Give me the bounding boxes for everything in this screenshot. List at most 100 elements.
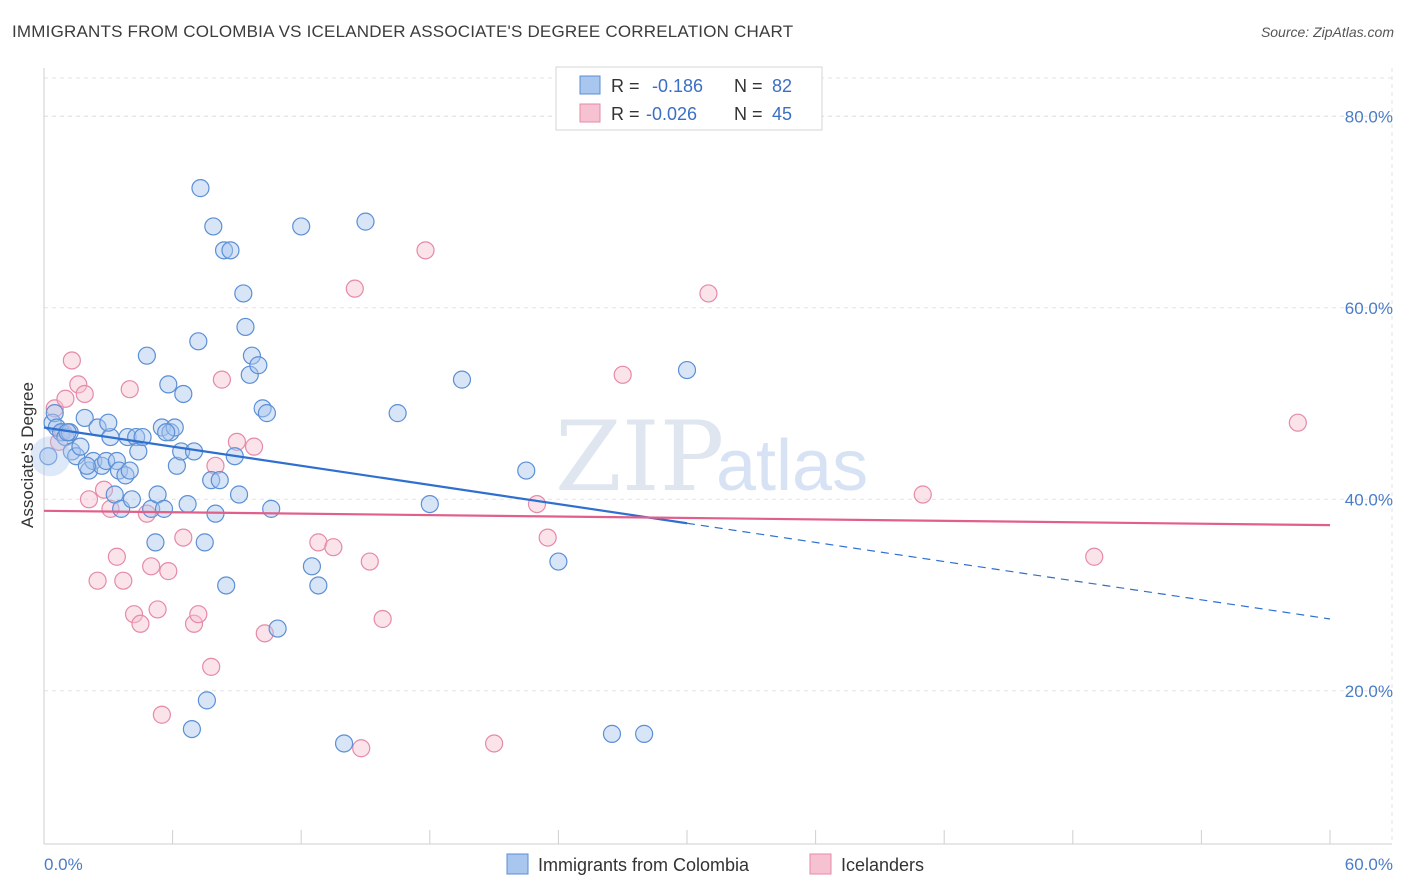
point-icelanders xyxy=(69,375,88,394)
point-colombia xyxy=(262,499,281,518)
chart-source: Source: ZipAtlas.com xyxy=(1260,24,1394,40)
point-icelanders xyxy=(352,739,371,758)
point-colombia xyxy=(178,494,197,514)
y-axis-title: Associate's Degree xyxy=(18,382,37,528)
point-colombia xyxy=(517,461,536,480)
point-icelanders xyxy=(202,657,221,676)
point-icelanders xyxy=(309,533,328,552)
legend-r-value: -0.186 xyxy=(652,76,703,96)
point-icelanders xyxy=(107,547,126,566)
point-icelanders xyxy=(244,437,264,456)
point-colombia xyxy=(242,346,262,365)
point-icelanders xyxy=(913,485,932,504)
point-icelanders xyxy=(373,609,392,629)
point-colombia xyxy=(249,356,268,375)
legend-swatch-colombia xyxy=(579,75,601,95)
point-colombia xyxy=(174,384,193,404)
point-icelanders xyxy=(1288,413,1307,432)
point-colombia xyxy=(182,719,201,739)
point-icelanders xyxy=(324,538,343,557)
y-tick-label: 20.0% xyxy=(1345,682,1393,701)
point-icelanders xyxy=(88,571,107,590)
y-tick-label: 80.0% xyxy=(1345,107,1393,126)
point-colombia xyxy=(129,442,148,461)
trend-lines xyxy=(43,426,1331,620)
point-icelanders xyxy=(62,351,81,370)
trend-line-colombia-extension xyxy=(686,522,1331,620)
series-legend-label-colombia: Immigrants from Colombia xyxy=(538,855,750,875)
point-colombia xyxy=(191,179,210,198)
point-icelanders xyxy=(227,432,246,451)
point-colombia xyxy=(167,456,186,475)
point-icelanders xyxy=(527,494,547,514)
legend-r-label: R = xyxy=(611,76,640,96)
point-icelanders xyxy=(212,370,231,389)
point-colombia xyxy=(334,734,354,753)
point-icelanders xyxy=(416,241,435,260)
point-colombia xyxy=(189,332,208,351)
point-icelanders xyxy=(613,365,632,384)
point-colombia xyxy=(77,456,96,475)
point-colombia xyxy=(635,724,654,743)
series-legend-swatch-colombia xyxy=(506,853,529,875)
point-icelanders xyxy=(101,499,120,518)
point-colombia xyxy=(197,691,216,710)
point-colombia xyxy=(257,404,277,423)
point-icelanders xyxy=(184,614,204,633)
point-colombia xyxy=(236,317,255,337)
point-colombia xyxy=(356,212,375,231)
point-colombia xyxy=(221,241,240,260)
series-legend: Immigrants from Colombia Icelanders xyxy=(506,853,924,875)
legend-n-label: N = xyxy=(734,76,763,96)
point-colombia xyxy=(154,499,174,518)
point-icelanders xyxy=(699,284,718,303)
point-colombia-cluster xyxy=(30,436,71,477)
point-colombia xyxy=(157,423,176,442)
point-icelanders xyxy=(485,734,504,753)
legend-n-label: N = xyxy=(734,104,763,124)
watermark: ZIP atlas xyxy=(555,401,868,513)
watermark-atlas: atlas xyxy=(716,426,868,506)
point-icelanders xyxy=(538,528,557,547)
point-colombia xyxy=(99,413,118,432)
point-colombia xyxy=(137,346,156,365)
legend-n-value: 45 xyxy=(772,104,792,124)
chart-title: IMMIGRANTS FROM COLOMBIA VS ICELANDER AS… xyxy=(12,22,794,41)
point-colombia xyxy=(210,471,229,490)
point-colombia xyxy=(452,370,472,389)
legend-n-value: 82 xyxy=(772,76,792,96)
point-icelanders xyxy=(79,490,99,509)
point-icelanders xyxy=(120,380,139,399)
point-colombia xyxy=(217,576,236,595)
point-colombia xyxy=(214,241,234,260)
point-colombia xyxy=(234,284,253,303)
legend-swatch-icelanders xyxy=(579,103,601,123)
point-colombia xyxy=(268,619,287,638)
point-colombia xyxy=(204,217,223,236)
x-tick-label: 60.0% xyxy=(1345,855,1393,874)
point-colombia xyxy=(309,576,328,595)
legend-r-value: -0.026 xyxy=(646,104,697,124)
y-tick-label: 60.0% xyxy=(1345,299,1393,318)
point-colombia xyxy=(120,461,139,480)
point-colombia xyxy=(549,552,568,571)
legend-r-label: R = xyxy=(611,104,640,124)
point-icelanders xyxy=(152,705,171,724)
point-colombia xyxy=(677,360,697,380)
point-colombia xyxy=(45,404,64,423)
watermark-zip: ZIP xyxy=(555,401,724,513)
trend-line-colombia xyxy=(43,426,688,525)
y-tick-label: 40.0% xyxy=(1345,490,1393,509)
point-colombia xyxy=(388,404,407,423)
point-colombia xyxy=(229,485,249,504)
series-icelanders-points xyxy=(45,241,1307,758)
point-colombia xyxy=(602,724,622,743)
point-colombia xyxy=(292,217,311,236)
trend-line-icelanders xyxy=(43,509,1331,527)
point-colombia xyxy=(159,375,178,394)
point-icelanders xyxy=(148,600,167,619)
point-colombia xyxy=(420,494,439,514)
point-colombia xyxy=(146,533,165,552)
point-colombia xyxy=(122,490,141,509)
